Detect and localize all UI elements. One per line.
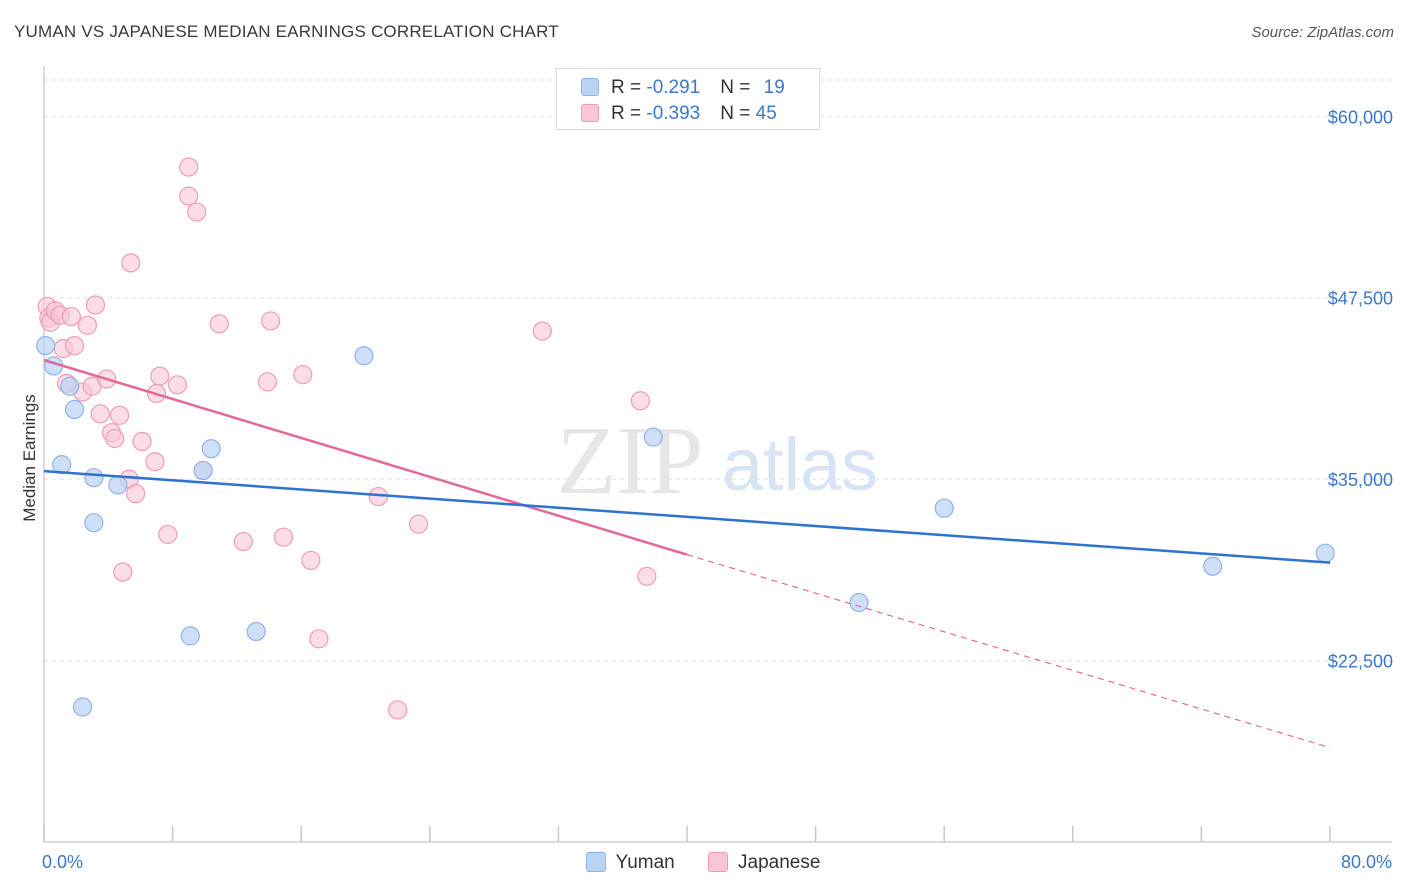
y-tick-labels: $22,500 $35,000 $47,500 $60,000: [1328, 107, 1393, 671]
y-tick-label: $47,500: [1328, 289, 1393, 309]
japanese-point: [109, 405, 130, 425]
legend-swatch-yuman: [585, 852, 606, 872]
japanese-point: [85, 295, 106, 315]
source-label: Source: ZipAtlas.com: [1251, 24, 1394, 41]
legend-row-yuman: R = -0.291 N = 19: [581, 77, 785, 99]
yuman-point: [201, 439, 221, 459]
japanese-point: [90, 404, 110, 424]
yuman-point: [72, 697, 93, 717]
yuman-point: [60, 376, 80, 396]
japanese-point: [408, 514, 429, 534]
japanese-trend-line: [43, 358, 688, 556]
japanese-point: [209, 314, 229, 334]
yuman-point: [180, 626, 200, 646]
japanese-point: [233, 531, 253, 552]
yuman-n-label: N =: [720, 77, 756, 98]
yuman-point: [849, 592, 869, 613]
series-legend: Yuman Japanese: [0, 852, 1406, 874]
japanese-point: [388, 700, 408, 720]
japanese-trend-dashed: [686, 554, 1331, 749]
legend-item-yuman[interactable]: Yuman: [585, 852, 675, 874]
watermark-atlas: atlas: [722, 423, 878, 506]
yuman-trend-line: [43, 469, 1331, 564]
japanese-point: [273, 527, 294, 547]
japanese-point: [77, 315, 98, 335]
yuman-r-label: R =: [611, 77, 647, 98]
japanese-point: [132, 431, 152, 452]
yuman-point: [108, 475, 128, 495]
y-tick-label: $60,000: [1328, 107, 1393, 127]
yuman-point: [934, 498, 954, 518]
japanese-point: [301, 550, 321, 571]
y-tick-label: $22,500: [1328, 652, 1393, 672]
japanese-point: [105, 428, 125, 449]
japanese-point: [167, 375, 188, 395]
yuman-points: [36, 336, 1335, 717]
japanese-point: [532, 321, 552, 341]
gridlines: [44, 79, 1392, 662]
trend-lines: [43, 358, 1331, 749]
japanese-point: [261, 311, 281, 331]
chart-title: YUMAN VS JAPANESE MEDIAN EARNINGS CORREL…: [14, 22, 559, 41]
japanese-point: [293, 365, 313, 385]
japanese-point: [179, 186, 199, 206]
legend-label-japanese: Japanese: [738, 852, 821, 873]
japanese-point: [179, 157, 199, 177]
japanese-r-value: -0.393: [646, 103, 701, 124]
japanese-swatch: [581, 104, 599, 122]
japanese-point: [630, 391, 650, 411]
japanese-point: [121, 253, 141, 273]
japanese-point: [61, 306, 81, 327]
japanese-point: [309, 629, 329, 649]
japanese-point: [113, 562, 133, 582]
yuman-point: [64, 399, 85, 420]
yuman-point: [84, 513, 104, 533]
japanese-point: [150, 366, 170, 386]
yuman-point: [84, 468, 104, 488]
watermark-zip: ZIP: [557, 407, 704, 515]
japanese-point: [64, 336, 85, 356]
yuman-point: [193, 460, 213, 481]
japanese-n-value: 45: [755, 103, 777, 124]
yuman-point: [643, 427, 663, 447]
legend-item-japanese[interactable]: Japanese: [708, 852, 820, 874]
axes: [43, 66, 1392, 843]
x-tick-max: 80.0%: [1340, 852, 1392, 872]
japanese-r-label: R =: [611, 103, 647, 124]
watermark: ZIP atlas: [557, 407, 879, 515]
yuman-swatch: [581, 78, 599, 96]
yuman-n-value: 19: [763, 77, 785, 98]
yuman-r-value: -0.291: [646, 77, 701, 98]
japanese-point: [158, 524, 178, 544]
legend-row-japanese: R = -0.393 N = 45: [581, 103, 777, 125]
y-tick-label: $35,000: [1328, 470, 1393, 490]
legend-label-yuman: Yuman: [615, 852, 675, 873]
x-tick-min: 0.0%: [42, 852, 84, 872]
legend-swatch-japanese: [708, 852, 729, 872]
japanese-points: [37, 157, 657, 720]
correlation-legend: R = -0.291 N = 19 R = -0.393 N = 45: [556, 68, 820, 130]
yuman-point: [354, 346, 374, 366]
japanese-point: [145, 452, 165, 472]
yuman-point: [1315, 543, 1335, 563]
yuman-point: [246, 621, 266, 642]
japanese-point: [187, 202, 207, 222]
yuman-point: [1203, 556, 1223, 576]
yuman-point: [36, 336, 56, 356]
japanese-n-label: N =: [720, 103, 756, 124]
japanese-point: [126, 484, 146, 504]
japanese-point: [637, 566, 657, 586]
japanese-point: [257, 372, 278, 392]
